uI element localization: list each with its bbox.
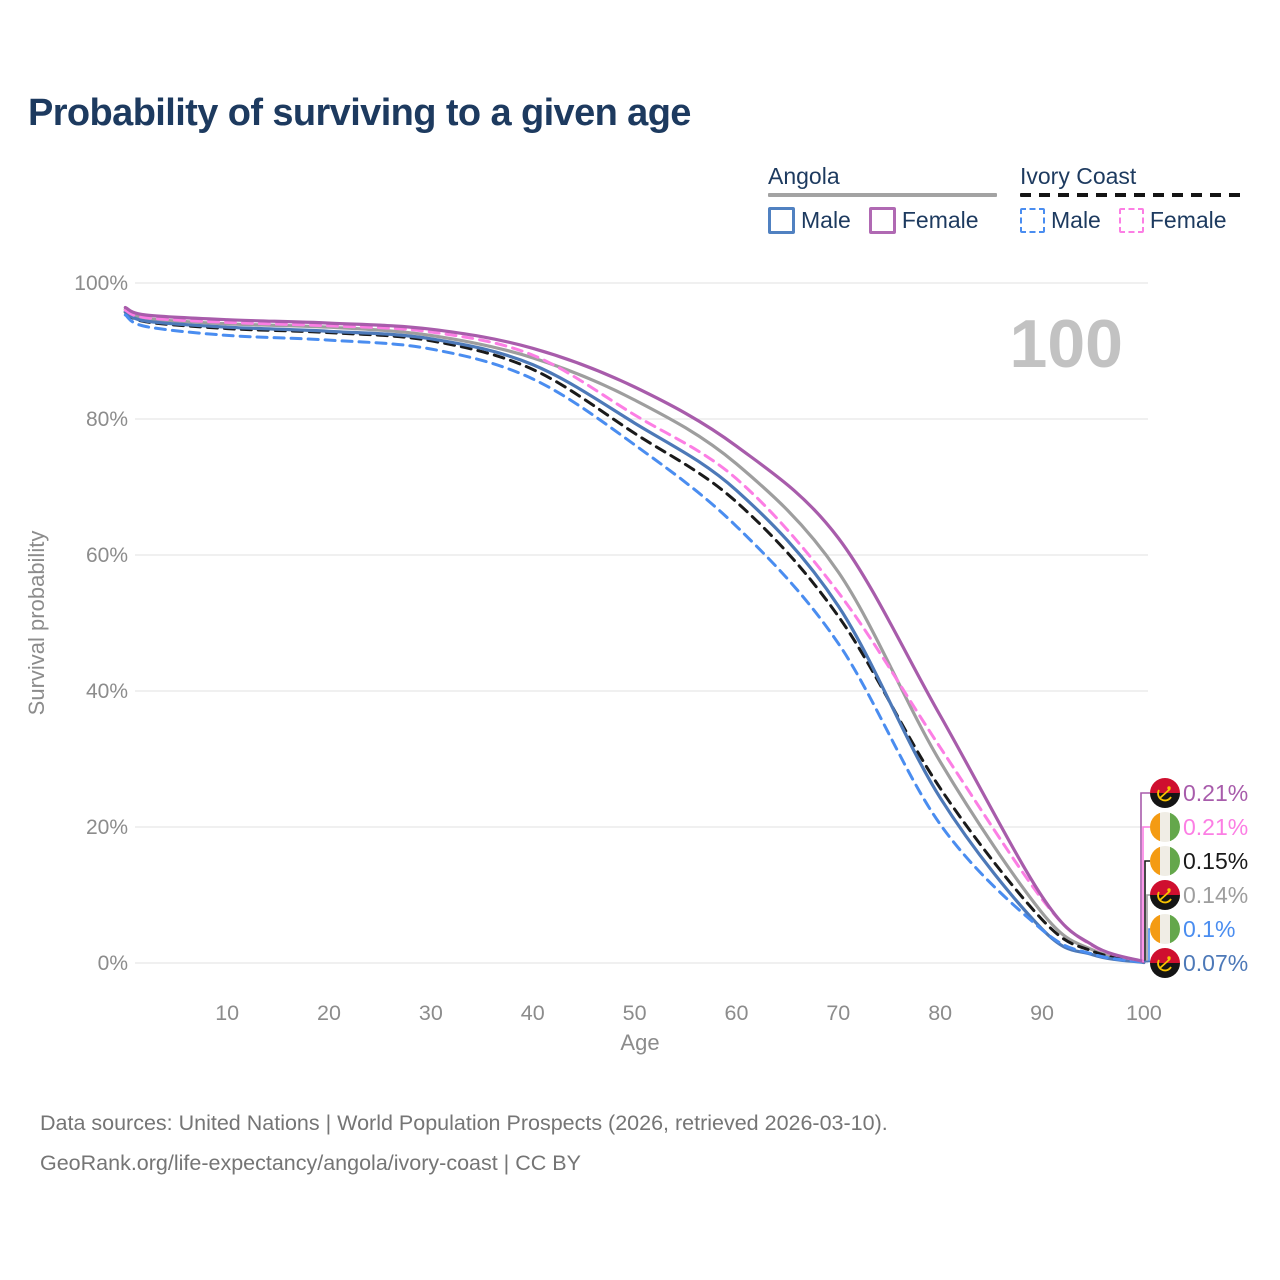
y-axis-tick-label: 40%: [86, 680, 128, 703]
end-value-label-angola-female: 0.21%: [1183, 780, 1248, 806]
ivory-coast-line-style-sample: [1020, 193, 1245, 197]
x-axis-tick-label: 20: [317, 1001, 341, 1025]
x-axis-tick-label: 10: [215, 1001, 239, 1025]
page-title: Probability of surviving to a given age: [28, 92, 691, 134]
angola-flag-icon: [1150, 948, 1180, 978]
legend-group-angola: Angola Male Female: [768, 163, 997, 234]
ivory-coast-flag-icon: [1150, 812, 1180, 842]
series-line-ivory-coast-all: [123, 310, 1146, 964]
end-value-label-ivory-coast-male: 0.1%: [1183, 916, 1235, 942]
series-line-angola-all: [123, 307, 1146, 964]
legend-checkbox-ivory-coast-female[interactable]: [1118, 208, 1144, 233]
y-axis-tick-label: 60%: [86, 544, 128, 567]
chart-footer: Data sources: United Nations | World Pop…: [40, 1103, 888, 1183]
legend-group-ivory-coast: Ivory Coast Male Female: [1020, 163, 1245, 234]
legend-label-ivory-coast-male: Male: [1051, 207, 1101, 233]
y-axis-tick-label: 100%: [74, 272, 128, 295]
end-value-label-ivory-coast-female: 0.21%: [1183, 814, 1248, 840]
legend-title-ivory-coast: Ivory Coast: [1020, 163, 1137, 189]
angola-flag-icon: [1150, 880, 1180, 910]
series-line-angola-male: [123, 310, 1146, 965]
x-axis-tick-label: 80: [928, 1001, 952, 1025]
y-axis-tick-label: 80%: [86, 408, 128, 431]
x-axis-tick-label: 30: [419, 1001, 443, 1025]
angola-flag-icon: [1150, 778, 1180, 808]
legend-label-angola-male: Male: [801, 207, 851, 233]
y-axis-tick-label: 20%: [86, 816, 128, 839]
x-axis-tick-label: 90: [1030, 1001, 1054, 1025]
data-sources-line: Data sources: United Nations | World Pop…: [40, 1111, 888, 1135]
end-value-label-angola-male: 0.07%: [1183, 950, 1248, 976]
legend-checkbox-angola-male[interactable]: [768, 207, 795, 234]
legend-checkbox-ivory-coast-male[interactable]: [1020, 208, 1045, 233]
ivory-coast-flag-icon: [1150, 914, 1180, 944]
angola-line-style-sample: [768, 193, 997, 197]
x-axis-tick-label: 70: [826, 1001, 850, 1025]
age-watermark: 100: [1010, 306, 1123, 382]
series-line-ivory-coast-male: [123, 313, 1146, 964]
x-axis-tick-label: 50: [623, 1001, 647, 1025]
y-axis-title: Survival probability: [24, 531, 49, 716]
x-axis-title: Age: [620, 1030, 659, 1055]
label-connector-ivory-coast-female: [1142, 826, 1150, 963]
legend-label-angola-female: Female: [901, 207, 979, 233]
legend-title-angola: Angola: [768, 163, 840, 189]
x-axis-tick-label: 40: [521, 1001, 545, 1025]
y-axis-tick-label: 0%: [98, 952, 128, 975]
end-value-label-angola-all: 0.14%: [1183, 882, 1248, 908]
series-line-angola-female: [123, 305, 1146, 964]
x-axis-tick-label: 100: [1126, 1001, 1162, 1025]
series-line-ivory-coast-female: [123, 308, 1146, 964]
x-axis-tick-label: 60: [724, 1001, 748, 1025]
legend-checkbox-angola-female[interactable]: [868, 207, 896, 234]
attribution-line: GeoRank.org/life-expectancy/angola/ivory…: [40, 1151, 581, 1175]
legend-label-ivory-coast-female: Female: [1149, 207, 1227, 233]
ivory-coast-flag-icon: [1150, 846, 1180, 876]
end-value-label-ivory-coast-all: 0.15%: [1183, 848, 1248, 874]
